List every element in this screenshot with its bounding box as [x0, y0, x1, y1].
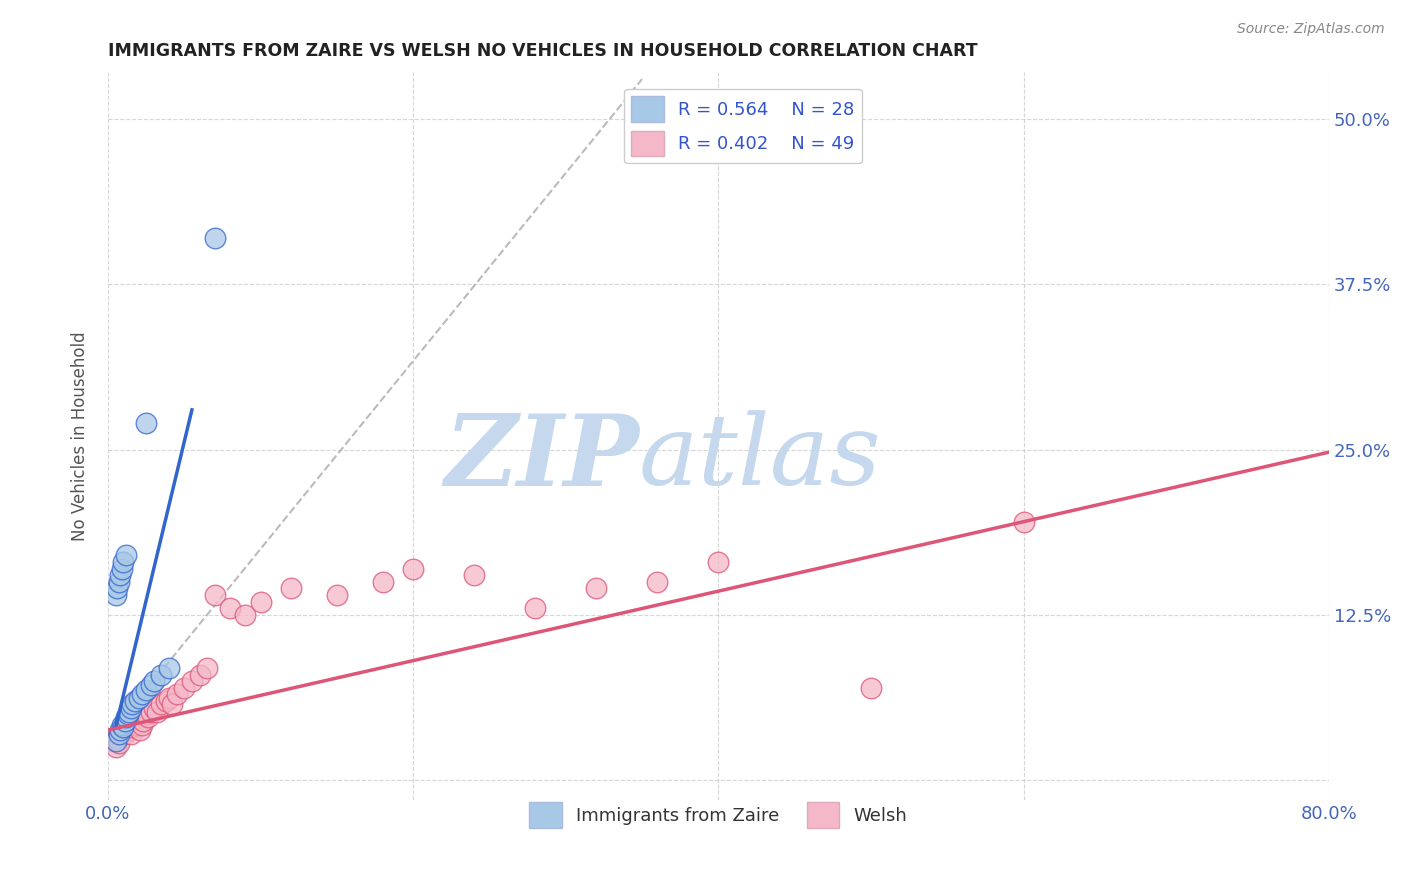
Point	[585, 582, 607, 596]
Point	[108, 568, 131, 582]
Point	[115, 710, 138, 724]
Point	[204, 588, 226, 602]
Point	[233, 607, 256, 622]
Point	[114, 727, 136, 741]
Point	[112, 721, 135, 735]
Point	[122, 718, 145, 732]
Point	[142, 700, 165, 714]
Point	[150, 667, 173, 681]
Point	[463, 568, 485, 582]
Point	[111, 723, 134, 737]
Point	[204, 231, 226, 245]
Y-axis label: No Vehicles in Household: No Vehicles in Household	[72, 332, 89, 541]
Point	[402, 561, 425, 575]
Point	[131, 718, 153, 732]
Point	[249, 595, 271, 609]
Point	[112, 555, 135, 569]
Point	[326, 588, 349, 602]
Point	[1012, 516, 1035, 530]
Point	[111, 561, 134, 575]
Point	[129, 723, 152, 737]
Text: Source: ZipAtlas.com: Source: ZipAtlas.com	[1237, 22, 1385, 37]
Point	[136, 710, 159, 724]
Point	[107, 574, 129, 589]
Point	[117, 718, 139, 732]
Point	[128, 691, 150, 706]
Point	[118, 723, 141, 737]
Point	[105, 731, 128, 745]
Text: ZIP: ZIP	[444, 410, 638, 507]
Point	[155, 694, 177, 708]
Point	[115, 723, 138, 737]
Point	[707, 555, 730, 569]
Point	[859, 681, 882, 695]
Point	[131, 687, 153, 701]
Point	[124, 714, 146, 728]
Point	[160, 697, 183, 711]
Point	[118, 705, 141, 719]
Point	[121, 721, 143, 735]
Point	[157, 691, 180, 706]
Point	[157, 661, 180, 675]
Point	[139, 678, 162, 692]
Point	[104, 740, 127, 755]
Point	[104, 588, 127, 602]
Point	[121, 697, 143, 711]
Point	[142, 674, 165, 689]
Point	[120, 727, 142, 741]
Point	[125, 718, 148, 732]
Point	[124, 694, 146, 708]
Point	[135, 683, 157, 698]
Point	[108, 723, 131, 737]
Point	[135, 707, 157, 722]
Point	[107, 727, 129, 741]
Point	[101, 733, 124, 747]
Point	[188, 667, 211, 681]
Point	[117, 707, 139, 722]
Point	[146, 705, 169, 719]
Point	[108, 727, 131, 741]
Point	[524, 601, 547, 615]
Text: IMMIGRANTS FROM ZAIRE VS WELSH NO VEHICLES IN HOUSEHOLD CORRELATION CHART: IMMIGRANTS FROM ZAIRE VS WELSH NO VEHICL…	[108, 42, 977, 60]
Point	[111, 718, 134, 732]
Point	[139, 705, 162, 719]
Point	[135, 416, 157, 430]
Point	[280, 582, 302, 596]
Point	[180, 674, 202, 689]
Point	[371, 574, 394, 589]
Point	[120, 700, 142, 714]
Legend: Immigrants from Zaire, Welsh: Immigrants from Zaire, Welsh	[522, 795, 914, 835]
Point	[114, 714, 136, 728]
Point	[105, 582, 128, 596]
Text: atlas: atlas	[638, 410, 882, 506]
Point	[195, 661, 218, 675]
Point	[128, 710, 150, 724]
Point	[173, 681, 195, 695]
Point	[150, 697, 173, 711]
Point	[647, 574, 669, 589]
Point	[112, 721, 135, 735]
Point	[219, 601, 242, 615]
Point	[166, 687, 188, 701]
Point	[104, 733, 127, 747]
Point	[107, 736, 129, 750]
Point	[132, 714, 155, 728]
Point	[115, 549, 138, 563]
